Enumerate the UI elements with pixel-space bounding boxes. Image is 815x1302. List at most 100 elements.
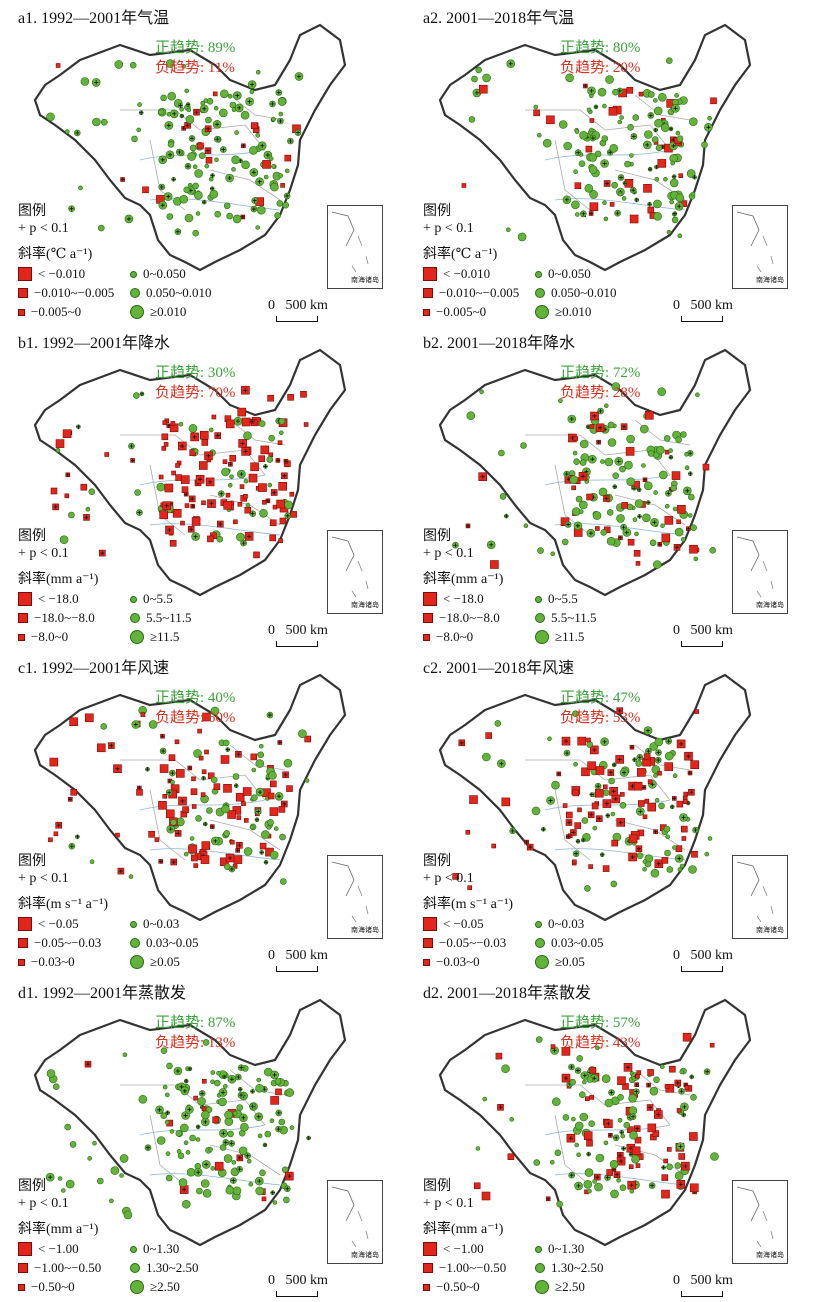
station-positive [218,1097,227,1107]
station-negative [589,118,595,123]
legend-item: 0~0.050 [535,266,591,282]
station-positive [550,551,555,557]
significance-marker [693,827,698,832]
station-negative [190,788,198,795]
station-positive [669,178,679,188]
significance-marker [203,1119,208,1124]
station-negative [485,732,492,739]
legend-item: 0.03~0.05 [130,935,199,951]
station-positive [588,165,598,174]
significance-marker [186,164,191,169]
significance-marker [596,784,601,789]
significance-marker [204,1162,209,1167]
station-negative [202,1079,207,1084]
legend-item: ≥0.05 [130,954,180,970]
station-positive [193,749,202,758]
station-positive [653,199,662,209]
station-positive [576,1152,581,1158]
station-positive [575,495,583,503]
station-negative [608,107,618,116]
legend-label: < −1.00 [443,1241,484,1256]
significance-marker [646,1083,651,1088]
station-positive [257,751,265,759]
significance-marker [609,1090,614,1095]
legend-label: 0~0.03 [548,916,585,931]
station-positive [586,1076,594,1083]
station-negative [643,184,652,193]
river [139,799,281,861]
station-positive [604,403,609,409]
station-positive [654,118,663,128]
significance-marker [575,1068,580,1073]
station-negative [603,784,608,790]
station-positive [603,216,609,222]
significance-marker [677,204,682,209]
scale-line [276,1291,318,1297]
station-positive [219,108,228,118]
station-positive [595,1153,605,1163]
station-positive [494,720,502,727]
station-positive [710,1152,719,1161]
station-positive [232,1111,238,1116]
station-positive [219,1144,227,1151]
station-negative [661,857,669,864]
station-positive [236,532,245,542]
negative-trend-label: 负趋势: 28% [560,385,641,401]
significance-marker [575,523,580,528]
station-positive [203,98,209,103]
negative-symbol [18,1283,25,1291]
station-positive [169,1129,175,1134]
station-positive [707,116,712,121]
province-boundary [120,434,201,456]
station-negative [617,1076,626,1085]
station-negative [55,439,65,448]
significance-marker [576,1183,581,1188]
positive-symbol [535,270,542,278]
station-negative [495,1052,503,1060]
significance-marker [182,1187,187,1192]
station-positive [626,434,635,444]
station-positive [562,1114,570,1121]
station-positive [101,118,108,126]
significance-marker [296,130,301,135]
significance-marker [239,1093,244,1098]
station-negative [284,154,292,162]
legend-label: −0.03~0 [31,954,75,969]
significance-marker [161,748,166,753]
station-positive [231,155,240,165]
station-positive [255,1186,265,1196]
significance-marker [569,1173,574,1178]
significance-marker [209,501,214,506]
significance-marker [129,444,134,449]
significance-marker [205,148,210,153]
negative-symbol [423,267,437,281]
negative-symbol [423,1263,433,1273]
significance-marker [621,525,626,530]
station-negative [242,787,252,796]
map [438,673,752,922]
significance-marker [586,1152,591,1157]
station-positive [202,1189,212,1198]
station-positive [231,167,236,172]
station-negative [142,186,149,194]
station-negative [50,487,58,495]
panel-a2: a2. 2001—2018年气温 正趋势: 80% 负趋势: 20% 图例 + p < … [405,0,805,322]
station-positive [607,438,617,447]
station-positive [189,144,197,152]
station-positive [210,1070,216,1075]
station-positive [509,1117,514,1122]
station-negative [678,173,684,178]
station-positive [666,229,672,235]
significance-marker [590,457,595,462]
station-negative [595,766,605,775]
significance-marker [69,206,74,211]
station-positive [663,825,671,833]
legend-label: 0~1.30 [143,1241,180,1256]
significance-marker [251,207,256,212]
station-positive [232,214,242,224]
station-negative [193,863,198,868]
station-positive [137,102,142,107]
station-positive [69,1141,77,1148]
station-positive [679,1069,685,1075]
station-negative [197,728,202,734]
